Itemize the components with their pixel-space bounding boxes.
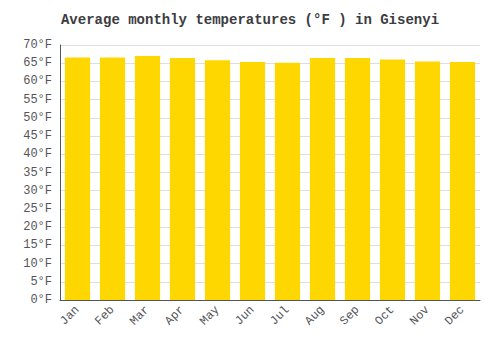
svg-text:May: May xyxy=(197,303,222,328)
svg-text:65°F: 65°F xyxy=(23,56,52,70)
svg-text:Feb: Feb xyxy=(92,303,117,328)
svg-text:5°F: 5°F xyxy=(30,275,52,289)
svg-text:35°F: 35°F xyxy=(23,166,52,180)
svg-text:15°F: 15°F xyxy=(23,238,52,252)
svg-text:50°F: 50°F xyxy=(23,111,52,125)
svg-text:Dec: Dec xyxy=(442,303,467,328)
svg-text:Jul: Jul xyxy=(267,303,292,328)
svg-text:Sep: Sep xyxy=(337,303,362,328)
svg-text:10°F: 10°F xyxy=(23,257,52,271)
svg-text:60°F: 60°F xyxy=(23,74,52,88)
svg-text:25°F: 25°F xyxy=(23,202,52,216)
svg-text:40°F: 40°F xyxy=(23,147,52,161)
svg-text:30°F: 30°F xyxy=(23,184,52,198)
svg-text:Jun: Jun xyxy=(232,303,257,328)
svg-text:Apr: Apr xyxy=(162,303,187,328)
svg-text:Oct: Oct xyxy=(372,303,397,328)
svg-text:Average monthly temperatures (: Average monthly temperatures (°F ) in Gi… xyxy=(61,12,439,28)
svg-text:Jan: Jan xyxy=(57,303,82,328)
svg-text:20°F: 20°F xyxy=(23,220,52,234)
svg-text:Nov: Nov xyxy=(407,303,432,328)
svg-text:Mar: Mar xyxy=(127,303,152,328)
svg-text:55°F: 55°F xyxy=(23,93,52,107)
svg-text:Aug: Aug xyxy=(302,303,327,328)
svg-text:0°F: 0°F xyxy=(30,293,52,307)
svg-text:70°F: 70°F xyxy=(23,38,52,52)
svg-text:45°F: 45°F xyxy=(23,129,52,143)
